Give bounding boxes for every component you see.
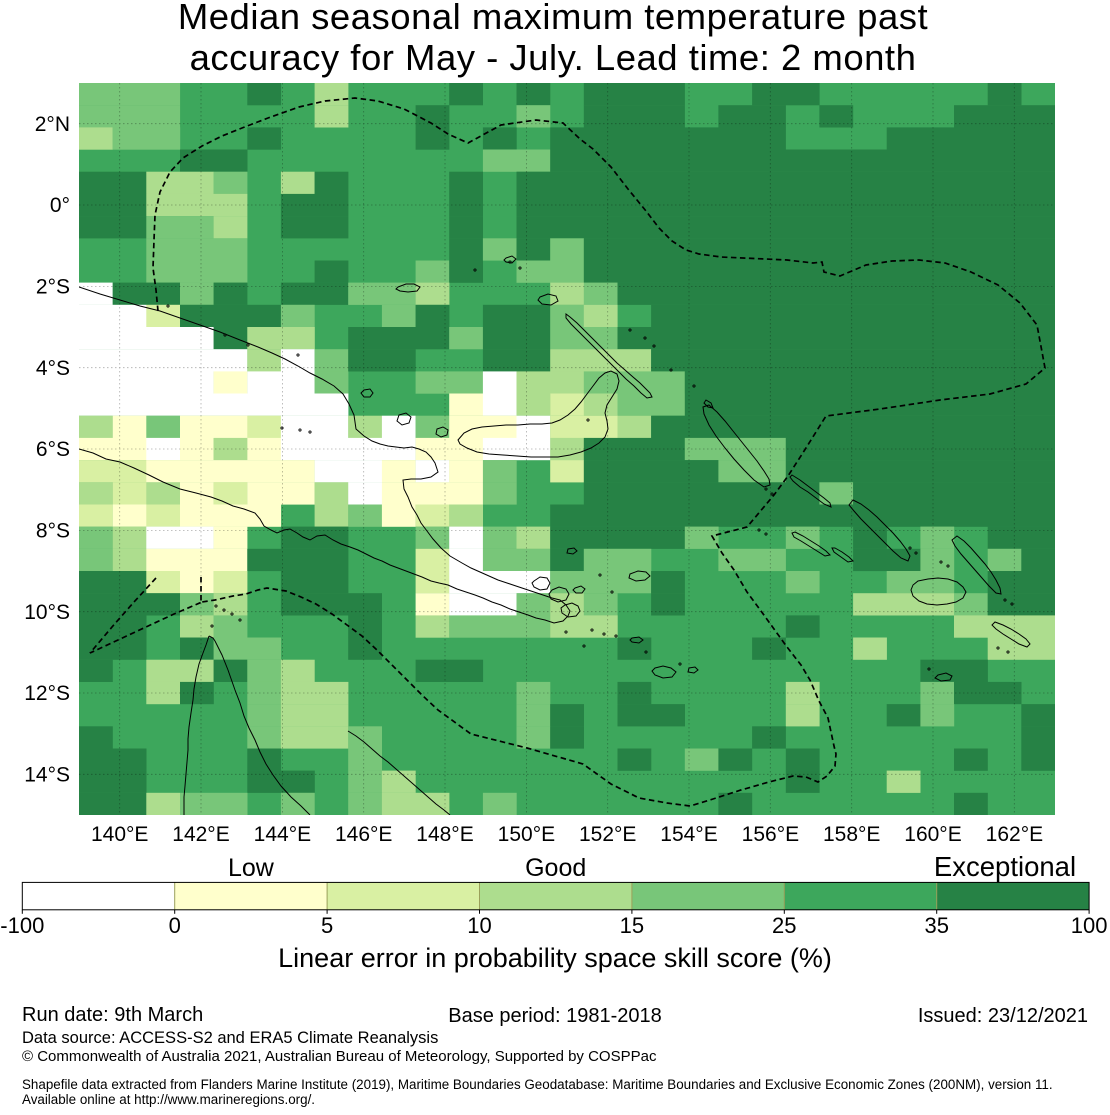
svg-text:accuracy for May - July. Lead: accuracy for May - July. Lead time: 2 mo…	[190, 37, 917, 78]
svg-text:Data source: ACCESS-S2 and ERA: Data source: ACCESS-S2 and ERA5 Climate …	[22, 1029, 438, 1047]
svg-text:154°E: 154°E	[660, 823, 717, 846]
svg-text:Issued: 23/12/2021: Issued: 23/12/2021	[918, 1005, 1088, 1027]
svg-text:15: 15	[620, 913, 644, 938]
svg-text:0°: 0°	[50, 194, 70, 217]
svg-text:-100: -100	[0, 913, 44, 938]
svg-text:Good: Good	[525, 854, 586, 882]
svg-text:158°E: 158°E	[823, 823, 880, 846]
svg-text:150°E: 150°E	[498, 823, 555, 846]
svg-text:Shapefile data extracted from: Shapefile data extracted from Flanders M…	[22, 1077, 1053, 1092]
svg-text:5: 5	[321, 913, 333, 938]
svg-text:Run date: 9th March: Run date: 9th March	[22, 1004, 203, 1026]
svg-text:Linear error in probability sp: Linear error in probability space skill …	[278, 943, 832, 973]
svg-text:0: 0	[169, 913, 181, 938]
svg-text:6°S: 6°S	[36, 438, 70, 461]
svg-text:4°S: 4°S	[36, 357, 70, 380]
svg-text:160°E: 160°E	[904, 823, 961, 846]
svg-text:Base period: 1981-2018: Base period: 1981-2018	[448, 1005, 662, 1027]
svg-text:148°E: 148°E	[416, 823, 473, 846]
svg-text:Available online at http://www: Available online at http://www.marinereg…	[22, 1092, 315, 1107]
svg-text:2°N: 2°N	[35, 113, 70, 136]
svg-text:2°S: 2°S	[36, 276, 70, 299]
svg-text:140°E: 140°E	[91, 823, 148, 846]
svg-text:25: 25	[772, 913, 796, 938]
svg-text:Exceptional: Exceptional	[934, 851, 1076, 882]
svg-text:146°E: 146°E	[335, 823, 392, 846]
svg-text:Low: Low	[228, 854, 275, 882]
svg-text:Median seasonal maximum temper: Median seasonal maximum temperature past	[178, 0, 928, 37]
svg-text:10°S: 10°S	[24, 601, 70, 624]
svg-text:156°E: 156°E	[742, 823, 799, 846]
svg-text:12°S: 12°S	[24, 682, 70, 705]
svg-text:14°S: 14°S	[24, 764, 70, 787]
svg-text:144°E: 144°E	[254, 823, 311, 846]
svg-text:10: 10	[467, 913, 491, 938]
svg-text:162°E: 162°E	[986, 823, 1043, 846]
svg-text:35: 35	[924, 913, 948, 938]
svg-text:© Commonwealth of Australia 20: © Commonwealth of Australia 2021, Austra…	[22, 1048, 657, 1065]
svg-text:152°E: 152°E	[579, 823, 636, 846]
svg-text:142°E: 142°E	[172, 823, 229, 846]
svg-text:8°S: 8°S	[36, 520, 70, 543]
svg-text:100: 100	[1071, 913, 1108, 938]
